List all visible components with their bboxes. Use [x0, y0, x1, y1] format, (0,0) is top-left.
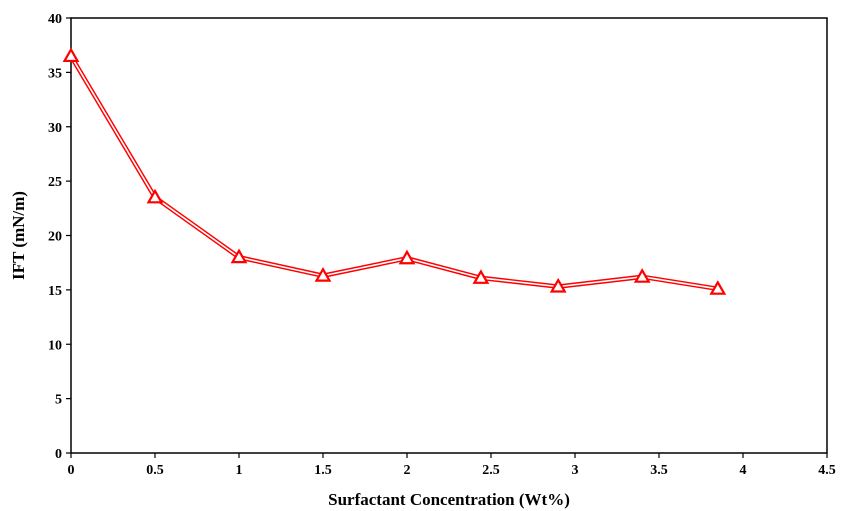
- y-axis-title: IFT (mN/m): [9, 191, 28, 280]
- y-axis-ticks: 0 5 10 15 20 25 30 35 40: [48, 12, 71, 462]
- data-point-marker: [472, 269, 490, 284]
- x-tick-label: 3: [572, 463, 579, 478]
- x-tick-label: 4: [740, 463, 747, 478]
- data-point-marker: [709, 280, 727, 295]
- y-tick-label: 25: [48, 175, 62, 190]
- plot-frame: [70, 17, 828, 454]
- x-tick-label: 3.5: [650, 463, 668, 478]
- y-tick-label: 10: [48, 338, 62, 353]
- x-axis-title: Surfactant Concentration (Wt%): [328, 490, 570, 509]
- y-tick-label: 15: [48, 284, 62, 299]
- x-tick-label: 0.5: [146, 463, 164, 478]
- y-tick-label: 5: [55, 393, 62, 408]
- x-tick-label: 2.5: [482, 463, 500, 478]
- data-point-marker: [633, 268, 651, 283]
- series-line: [69, 54, 719, 292]
- x-tick-label: 4.5: [818, 463, 836, 478]
- data-point-marker: [62, 47, 80, 63]
- plot-area: [70, 17, 828, 454]
- series-layer: [62, 47, 727, 295]
- y-tick-label: 35: [48, 66, 62, 81]
- y-tick-label: 20: [48, 230, 62, 245]
- data-point-marker: [230, 248, 248, 264]
- data-point-marker: [314, 267, 332, 282]
- y-tick-label: 40: [48, 12, 62, 27]
- x-tick-label: 1: [236, 463, 243, 478]
- x-tick-label: 2: [404, 463, 411, 478]
- x-tick-label: 1.5: [314, 463, 332, 478]
- y-tick-label: 30: [48, 121, 62, 136]
- data-point-marker: [549, 277, 567, 293]
- y-tick-label: 0: [55, 447, 62, 462]
- data-point-marker: [398, 249, 416, 265]
- x-tick-label: 0: [68, 463, 75, 478]
- x-axis-ticks: 0 0.5 1 1.5 2 2.5 3 3.5 4 4.5: [68, 453, 836, 478]
- series-line-core: [70, 55, 718, 290]
- data-point-marker: [146, 188, 164, 204]
